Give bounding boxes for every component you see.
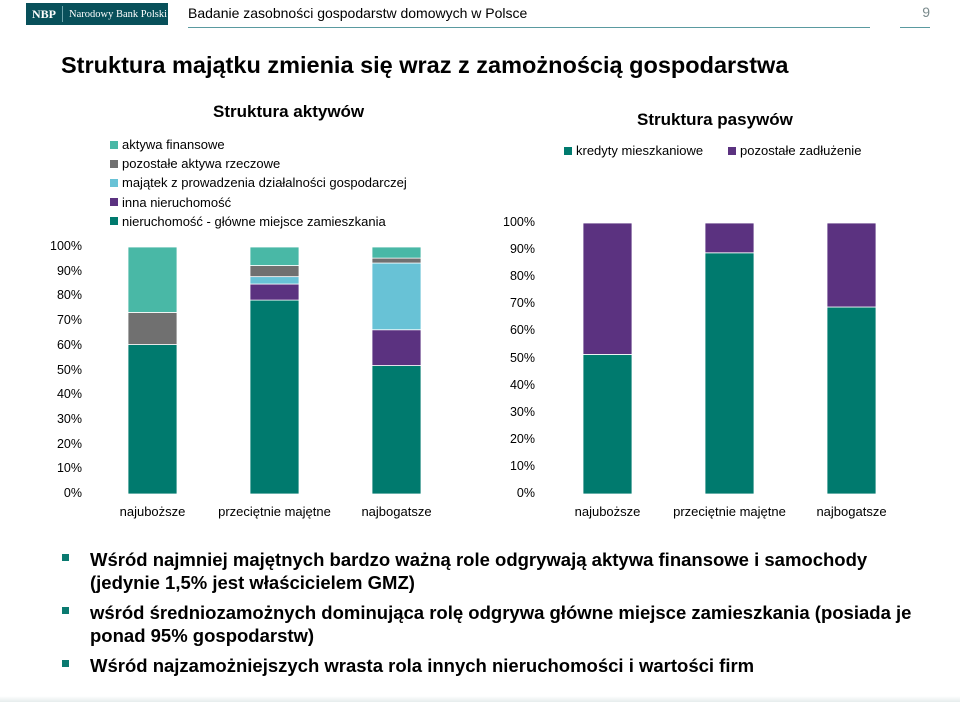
bar-segment: [127, 312, 178, 345]
bar-segment: [127, 344, 178, 495]
legend-label: kredyty mieszkaniowe: [576, 143, 704, 158]
legend-label: pozostałe zadłużenie: [740, 143, 862, 158]
top-bar: NBP Narodowy Bank Polski Badanie zasobno…: [0, 0, 960, 30]
bullet-square-icon: [62, 554, 69, 561]
bullet-text: wśród średniozamożnych dominująca rolę o…: [90, 602, 912, 646]
bar-segment: [582, 222, 633, 355]
legend-swatch: [728, 146, 736, 155]
legend-label: majątek z prowadzenia działalności gospo…: [122, 175, 407, 191]
y-tick-label: 30%: [56, 411, 82, 426]
bar-segment: [371, 262, 422, 331]
bullet-list: Wśród najmniej majętnych bardzo ważną ro…: [62, 548, 942, 684]
bullet-item: Wśród najzamożniejszych wrasta rola inny…: [62, 654, 942, 677]
bullet-item: Wśród najmniej majętnych bardzo ważną ro…: [62, 548, 942, 594]
y-tick-label: 0%: [63, 486, 82, 500]
slide-headline: Struktura majątku zmienia się wraz z zam…: [61, 52, 789, 78]
legend-entry: nieruchomość - główne miejsce zamieszkan…: [110, 214, 386, 229]
bar-segment: [371, 329, 422, 366]
y-tick-label: 20%: [509, 431, 535, 446]
page-number: 9: [922, 4, 930, 20]
legend-entry: majątek z prowadzenia działalności gospo…: [110, 175, 407, 190]
legend-swatch: [564, 146, 572, 155]
bullet-text: Wśród najzamożniejszych wrasta rola inny…: [90, 655, 755, 676]
legend-swatch: [110, 178, 118, 187]
bar-segment: [249, 276, 300, 285]
y-tick-label: 80%: [56, 288, 82, 303]
chart-title-assets: Struktura aktywów: [213, 102, 365, 121]
y-tick-label: 50%: [509, 350, 535, 365]
logo-bank-name: Narodowy Bank Polski: [69, 8, 167, 20]
bar-segment: [127, 246, 178, 313]
y-tick-label: 90%: [509, 242, 535, 257]
y-tick-label: 40%: [56, 387, 82, 402]
y-tick-label: 100%: [503, 215, 535, 229]
category-label: najbogatsze: [816, 504, 887, 519]
y-tick-label: 70%: [509, 296, 535, 311]
legend-label: inna nieruchomość: [122, 194, 232, 210]
y-tick-label: 10%: [509, 458, 535, 473]
category-label: najbogatsze: [361, 504, 432, 519]
category-label: najuboższe: [574, 504, 641, 519]
y-tick-label: 60%: [509, 323, 535, 338]
bar-segment: [249, 246, 300, 266]
bar-segment: [826, 222, 877, 308]
bullet-square-icon: [62, 607, 69, 614]
bar-segment: [826, 306, 877, 495]
legend-label: nieruchomość - główne miejsce zamieszkan…: [122, 213, 386, 229]
bar-segment: [582, 354, 633, 495]
bar-segment: [371, 246, 422, 259]
bullet-item: wśród średniozamożnych dominująca rolę o…: [62, 601, 942, 647]
y-tick-label: 40%: [509, 377, 535, 392]
y-tick-label: 10%: [56, 461, 82, 476]
legend-swatch: [110, 159, 118, 168]
legend-entry: pozostałe zadłużenie: [728, 143, 861, 158]
y-tick-label: 100%: [50, 239, 82, 253]
bar-segment: [249, 265, 300, 278]
logo-abbreviation: NBP: [26, 6, 63, 22]
y-tick-label: 30%: [509, 404, 535, 419]
y-tick-label: 90%: [56, 263, 82, 278]
y-tick-label: 0%: [516, 486, 535, 500]
bar-segment: [371, 365, 422, 495]
page-number-divider: [900, 27, 930, 28]
bar-segment: [704, 222, 755, 254]
header-divider: [188, 27, 870, 28]
legend-label: aktywa finansowe: [122, 137, 225, 152]
y-tick-label: 20%: [56, 436, 82, 451]
legend-entry: pozostałe aktywa rzeczowe: [110, 156, 280, 171]
legend-entry: inna nieruchomość: [110, 195, 231, 210]
bullet-text: Wśród najmniej majętnych bardzo ważną ro…: [90, 549, 868, 593]
y-tick-label: 50%: [56, 362, 82, 377]
nbp-logo: NBP Narodowy Bank Polski: [26, 3, 168, 25]
legend-entry: aktywa finansowe: [110, 137, 225, 152]
chart-title-liabilities: Struktura pasywów: [637, 110, 793, 129]
category-label: najuboższe: [119, 504, 186, 519]
legend-swatch: [110, 140, 118, 149]
footer-band: [0, 696, 960, 702]
bullet-square-icon: [62, 660, 69, 667]
category-label: przeciętnie majętne: [218, 504, 331, 519]
bar-segment: [704, 252, 755, 495]
bar-segment: [249, 283, 300, 301]
legend-label: pozostałe aktywa rzeczowe: [122, 156, 281, 172]
y-tick-label: 80%: [509, 269, 535, 284]
legend-swatch: [110, 217, 118, 226]
y-tick-label: 60%: [56, 337, 82, 352]
legend-swatch: [110, 198, 118, 207]
bar-segment: [371, 257, 422, 264]
document-title: Badanie zasobności gospodarstw domowych …: [188, 5, 528, 21]
legend-entry: kredyty mieszkaniowe: [564, 143, 703, 158]
category-label: przeciętnie majętne: [673, 504, 786, 519]
y-tick-label: 70%: [56, 313, 82, 328]
bar-segment: [249, 299, 300, 495]
